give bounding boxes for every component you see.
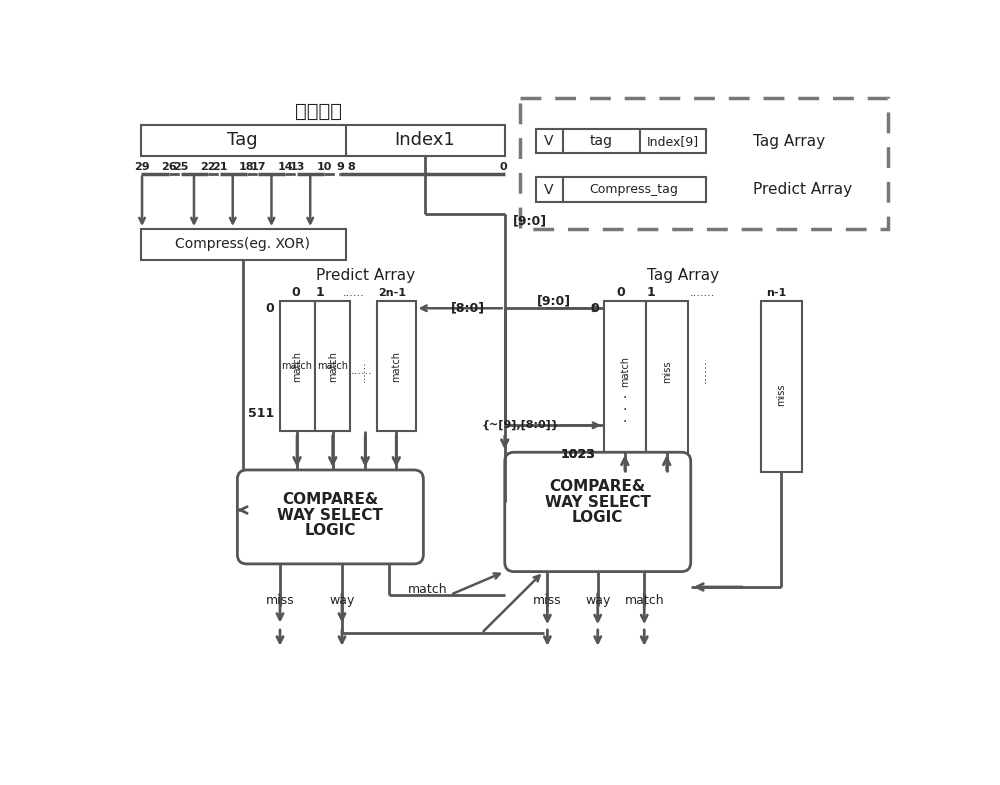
Text: .......: ....... (690, 288, 715, 298)
Bar (640, 129, 706, 154)
Text: Compress(eg. XOR): Compress(eg. XOR) (175, 237, 310, 251)
Text: match: match (620, 356, 630, 387)
Bar (536, 177, 563, 202)
Text: match: match (391, 351, 401, 382)
Text: LOGIC: LOGIC (305, 524, 356, 539)
FancyBboxPatch shape (505, 452, 691, 571)
Text: 17: 17 (251, 162, 266, 172)
Text: 25: 25 (173, 162, 188, 172)
Bar (315, 301, 350, 432)
Text: [9:0]: [9:0] (537, 294, 571, 307)
Text: 10: 10 (316, 162, 332, 172)
Text: miss: miss (662, 360, 672, 382)
Text: WAY SELECT: WAY SELECT (545, 495, 651, 509)
Bar (646, 301, 688, 472)
Bar (563, 177, 706, 202)
Text: n-1: n-1 (766, 288, 786, 298)
Text: 511: 511 (248, 407, 275, 420)
Text: 访存地址: 访存地址 (295, 101, 342, 121)
Bar (536, 129, 563, 154)
Text: 9: 9 (337, 162, 344, 172)
Text: {~[9],[8:0]}: {~[9],[8:0]} (481, 420, 559, 430)
Bar (761, 301, 802, 472)
Text: 1023: 1023 (561, 448, 595, 461)
Text: ......: ...... (351, 367, 372, 376)
Text: ......: ...... (356, 360, 366, 382)
Bar (140, 229, 346, 260)
Text: [9:0]: [9:0] (512, 215, 547, 228)
Text: 1023: 1023 (561, 448, 595, 461)
Bar (377, 301, 416, 432)
FancyBboxPatch shape (237, 470, 423, 564)
Text: WAY SELECT: WAY SELECT (277, 508, 383, 523)
Text: Tag Array: Tag Array (647, 268, 719, 283)
Text: way: way (329, 594, 355, 608)
Text: Compress_tag: Compress_tag (590, 183, 679, 196)
Text: 18: 18 (239, 162, 254, 172)
Text: 0: 0 (266, 301, 275, 315)
Text: 0: 0 (291, 287, 300, 299)
Text: Index1: Index1 (395, 131, 455, 149)
Text: match: match (624, 594, 664, 608)
Text: COMPARE&: COMPARE& (550, 480, 646, 495)
Bar (604, 301, 646, 472)
Text: 2n-1: 2n-1 (378, 288, 406, 298)
Text: miss: miss (533, 594, 562, 608)
Bar (140, 125, 505, 155)
Text: match: match (317, 361, 348, 371)
Text: Tag: Tag (227, 131, 258, 149)
Text: miss: miss (266, 594, 294, 608)
FancyBboxPatch shape (520, 98, 888, 229)
Text: V: V (544, 183, 554, 197)
Text: 13: 13 (289, 162, 305, 172)
Text: V: V (544, 134, 554, 148)
Text: 22: 22 (200, 162, 216, 172)
Text: way: way (585, 594, 610, 608)
Text: Tag Array: Tag Array (753, 133, 825, 148)
Text: LOGIC: LOGIC (572, 510, 623, 525)
Text: 1: 1 (316, 287, 325, 299)
Text: Predict Array: Predict Array (753, 182, 852, 197)
Text: 21: 21 (212, 162, 227, 172)
Bar (280, 301, 315, 432)
Text: ·
·
·: · · · (623, 391, 627, 429)
Text: COMPARE&: COMPARE& (282, 492, 378, 507)
Text: tag: tag (590, 134, 613, 148)
Text: 0: 0 (617, 287, 625, 299)
Text: Index[9]: Index[9] (647, 135, 699, 148)
Text: 29: 29 (134, 162, 150, 172)
Text: match: match (282, 361, 313, 371)
Text: Predict Array: Predict Array (316, 268, 415, 283)
Text: 0: 0 (591, 301, 599, 315)
Text: match: match (328, 351, 338, 382)
Text: match: match (292, 351, 302, 382)
Text: [8:0]: [8:0] (450, 301, 485, 315)
Bar (563, 129, 640, 154)
Text: match: match (407, 582, 447, 596)
Text: 1: 1 (646, 287, 655, 299)
Text: ......: ...... (343, 288, 364, 298)
Text: 14: 14 (278, 162, 293, 172)
Text: 26: 26 (161, 162, 177, 172)
Text: 0: 0 (499, 162, 507, 172)
Text: miss: miss (776, 383, 786, 406)
Text: 8: 8 (347, 162, 355, 172)
Text: ......: ...... (696, 360, 709, 383)
